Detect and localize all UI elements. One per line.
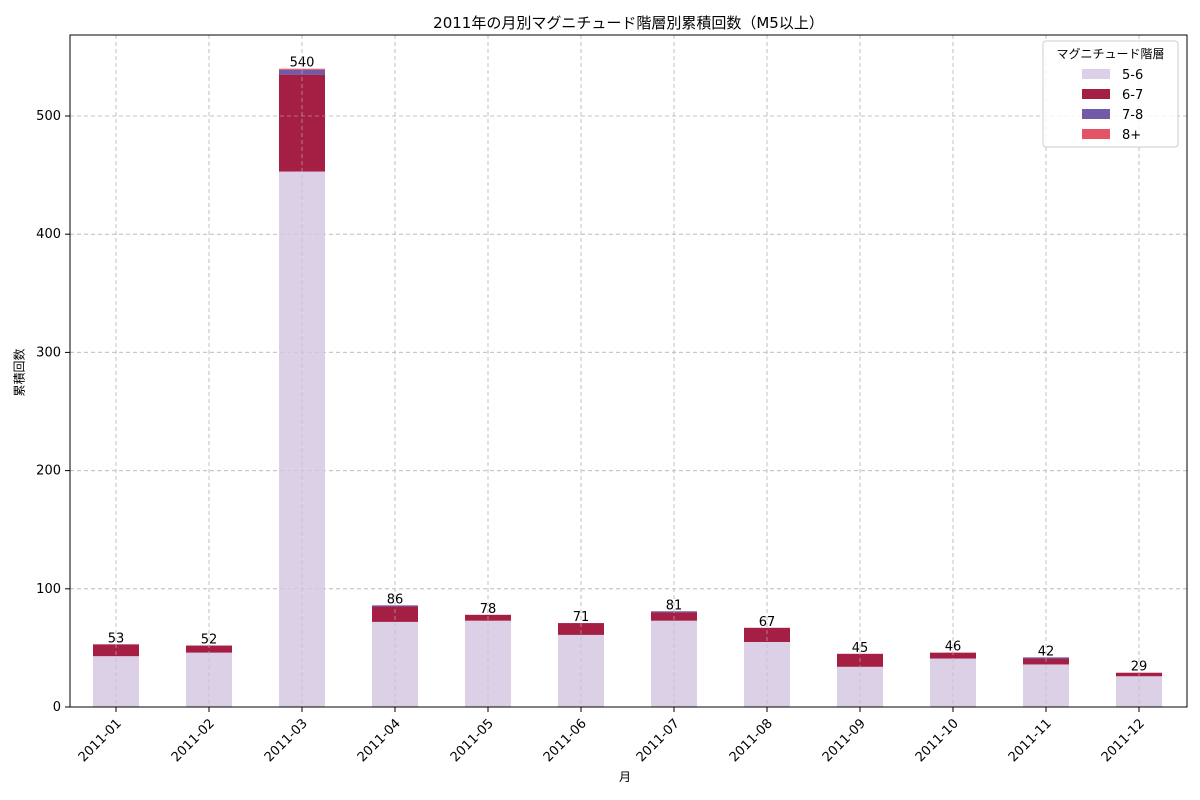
x-axis-label: 月 bbox=[618, 770, 631, 784]
y-tick-label: 300 bbox=[36, 345, 61, 360]
x-tick-label: 2011-05 bbox=[448, 716, 497, 765]
axes-frame bbox=[69, 34, 1188, 708]
x-tick-label: 2011-08 bbox=[727, 716, 776, 765]
legend-label-7-8: 7-8 bbox=[1122, 108, 1143, 123]
bar-total-label: 45 bbox=[852, 641, 869, 656]
x-tick-label: 2011-02 bbox=[169, 716, 218, 765]
x-tick-label: 2011-01 bbox=[76, 716, 125, 765]
legend-swatch-6-7 bbox=[1082, 89, 1110, 99]
bar-segment-8+ bbox=[279, 68, 325, 70]
bar-segment-5-6 bbox=[1023, 664, 1069, 707]
bar-segment-5-6 bbox=[465, 620, 511, 707]
x-tick-label: 2011-04 bbox=[355, 716, 404, 765]
x-tick-label: 2011-11 bbox=[1006, 716, 1055, 765]
bar-segment-7-8 bbox=[1023, 657, 1069, 659]
y-tick-label: 500 bbox=[36, 109, 61, 124]
legend-label-8+: 8+ bbox=[1122, 128, 1141, 143]
x-tick-label: 2011-03 bbox=[262, 716, 311, 765]
legend-title: マグニチュード階層 bbox=[1056, 46, 1164, 61]
x-tick-label: 2011-07 bbox=[634, 716, 683, 765]
x-tick-label: 2011-10 bbox=[913, 716, 962, 765]
bar-segment-6-7 bbox=[93, 644, 139, 657]
bar-segment-6-7 bbox=[186, 645, 232, 653]
bar-segment-5-6 bbox=[372, 621, 418, 707]
legend-swatch-8+ bbox=[1082, 129, 1110, 139]
y-tick-label: 400 bbox=[36, 227, 61, 242]
legend-swatch-5-6 bbox=[1082, 69, 1110, 79]
bar-total-label: 67 bbox=[759, 615, 776, 630]
x-tick-label: 2011-12 bbox=[1099, 716, 1148, 765]
bar-segment-5-6 bbox=[651, 620, 697, 707]
x-tick-label: 2011-09 bbox=[820, 716, 869, 765]
legend-box bbox=[1042, 40, 1179, 148]
x-tick-label: 2011-06 bbox=[541, 716, 590, 765]
legend-label-5-6: 5-6 bbox=[1122, 68, 1143, 83]
y-tick-label: 0 bbox=[53, 700, 61, 715]
legend-swatch-7-8 bbox=[1082, 109, 1110, 119]
legend-label-6-7: 6-7 bbox=[1122, 88, 1143, 103]
bar-segment-6-7 bbox=[372, 606, 418, 622]
chart-title: 2011年の月別マグニチュード階層別累積回数（M5以上） bbox=[433, 14, 824, 32]
bar-segment-6-7 bbox=[744, 627, 790, 642]
bar-segment-6-7 bbox=[558, 623, 604, 635]
bar-total-label: 86 bbox=[387, 592, 404, 607]
bar-segment-6-7 bbox=[930, 652, 976, 659]
y-tick-label: 200 bbox=[36, 464, 61, 479]
y-tick-label: 100 bbox=[36, 582, 61, 597]
